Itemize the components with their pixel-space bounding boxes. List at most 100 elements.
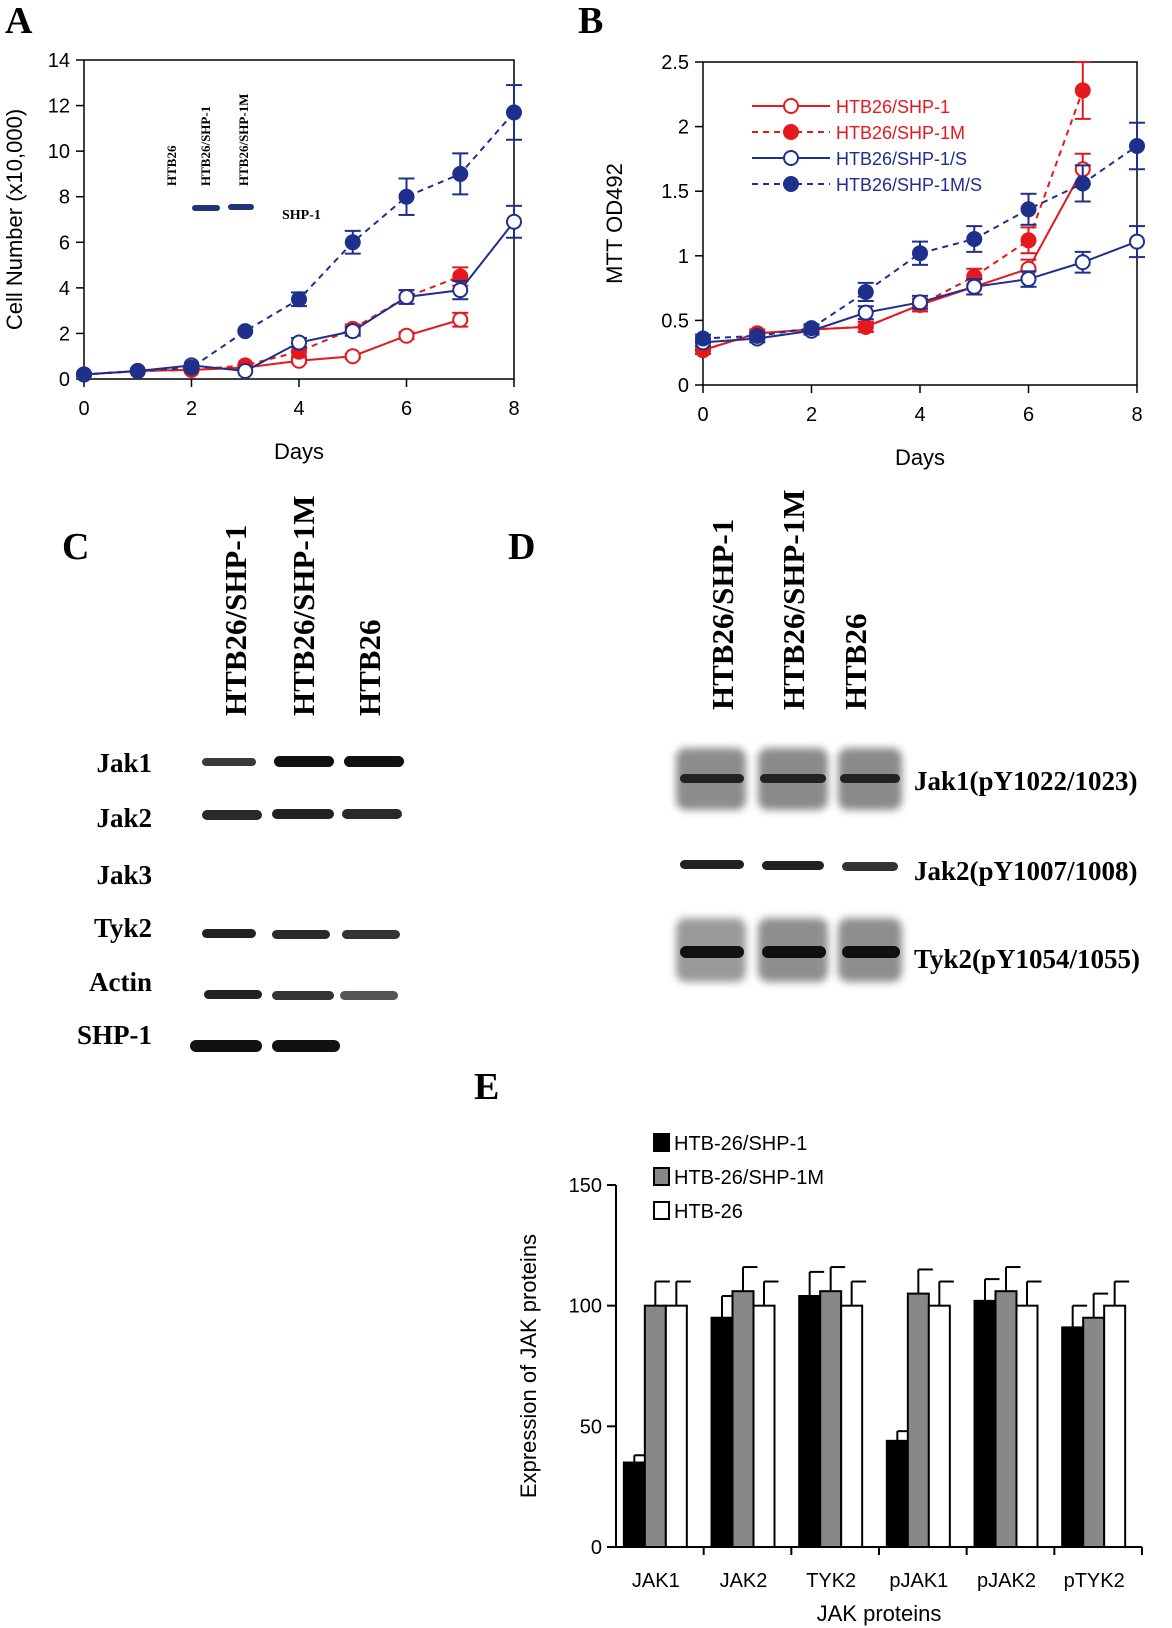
x-axis-title: Days: [895, 445, 945, 470]
bar: [1103, 1304, 1127, 1548]
legend-marker: [783, 150, 799, 166]
blot-d-lane-label: HTB26/SHP-1: [705, 518, 740, 710]
blot-c-row-label: Jak1: [96, 748, 152, 778]
blot-band: [202, 810, 262, 820]
data-point: [695, 330, 711, 347]
bar: [840, 1304, 864, 1548]
data-point: [291, 291, 307, 308]
y-tick-label: 150: [569, 1175, 602, 1197]
bar: [643, 1304, 667, 1548]
panel-letter-c: C: [62, 526, 90, 568]
data-point: [857, 318, 874, 335]
x-tick-label: 8: [508, 398, 519, 420]
inset-band: [228, 204, 254, 210]
series-line: [702, 168, 1084, 352]
data-point: [183, 359, 200, 376]
x-tick-label: 4: [914, 404, 925, 426]
series-line: [702, 145, 1138, 340]
blot-band: [680, 946, 744, 958]
inset-lane-label: HTB26/SHP-1: [198, 106, 213, 186]
legend-label: HTB26/SHP-1M: [836, 123, 965, 143]
blot-band: [340, 991, 398, 1000]
x-tick-label: JAK2: [720, 1570, 768, 1592]
data-point: [237, 323, 254, 340]
blot-band: [842, 946, 900, 958]
y-axis-title: MTT OD492: [602, 163, 627, 284]
data-point: [1020, 271, 1037, 288]
blot-band: [762, 861, 824, 870]
x-tick-label: 0: [78, 398, 89, 420]
x-tick-label: pJAK2: [977, 1570, 1036, 1592]
blot-band: [342, 930, 400, 939]
blot-band: [842, 862, 898, 871]
bar: [927, 1304, 951, 1548]
bar: [1015, 1304, 1039, 1548]
data-point: [1074, 82, 1091, 99]
blot-c-lane-label: HTB26/SHP-1M: [286, 495, 321, 716]
data-point: [506, 104, 522, 121]
y-tick-label: 0.5: [661, 310, 689, 332]
blot-band: [204, 990, 262, 999]
x-tick-label: pJAK1: [889, 1570, 948, 1592]
blot-band: [190, 1040, 262, 1052]
bar: [1061, 1326, 1085, 1549]
bar: [885, 1439, 909, 1549]
data-point: [749, 327, 766, 344]
data-point: [966, 231, 983, 248]
blot-d-lane-label: HTB26: [838, 613, 873, 710]
bar: [731, 1290, 755, 1548]
data-point: [1020, 232, 1037, 249]
blot-band: [272, 930, 330, 939]
blot-d-row-label: Tyk2(pY1054/1055): [914, 944, 1141, 974]
data-point: [857, 304, 874, 321]
panel-letter-d: D: [508, 526, 536, 568]
data-point: [912, 245, 928, 262]
data-point: [344, 234, 361, 251]
blot-band: [202, 929, 256, 938]
inset-band: [192, 205, 220, 211]
blot-d-lane-label: HTB26/SHP-1M: [776, 489, 811, 710]
series-line: [83, 275, 461, 376]
y-tick-label: 0: [591, 1537, 602, 1559]
data-point: [1129, 233, 1145, 250]
bar: [819, 1290, 843, 1548]
y-tick-label: 0: [59, 369, 70, 391]
data-point: [398, 188, 415, 205]
x-tick-label: pTYK2: [1064, 1570, 1125, 1592]
blot-band: [272, 991, 334, 1000]
blot-c-row-label: Actin: [89, 967, 152, 997]
data-point: [966, 278, 983, 295]
legend-marker: [783, 176, 799, 192]
panel-letter-b: B: [578, 0, 604, 42]
x-tick-label: 6: [1023, 404, 1034, 426]
bar: [798, 1295, 822, 1548]
y-tick-label: 1: [678, 246, 689, 268]
blot-c-row-label: SHP-1: [76, 1020, 152, 1050]
legend-label: HTB26/SHP-1M/S: [836, 175, 982, 195]
x-tick-label: 2: [186, 398, 197, 420]
data-point: [1129, 137, 1145, 154]
chart-E: 0 50 100 150 Expression of JAK proteins JAK p…: [516, 1133, 1143, 1626]
data-point: [452, 165, 469, 182]
blot-c-row-label: Tyk2: [93, 913, 152, 943]
x-tick-label: 4: [293, 398, 304, 420]
data-point: [912, 294, 928, 311]
data-point: [398, 288, 415, 305]
data-point: [1020, 201, 1037, 218]
blot-band: [344, 756, 404, 767]
legend-label: HTB-26/SHP-1M: [674, 1167, 824, 1189]
y-tick-label: 2: [678, 117, 689, 139]
inset-lane-label: HTB26: [164, 145, 179, 186]
blot-band: [840, 774, 900, 783]
data-point: [452, 311, 469, 328]
y-tick-label: 12: [48, 96, 70, 118]
y-tick-label: 50: [580, 1416, 602, 1438]
data-point: [857, 283, 874, 300]
panel-letter-e: E: [474, 1066, 500, 1108]
bar: [752, 1304, 776, 1548]
data-point: [506, 213, 522, 230]
blot-band: [202, 758, 256, 766]
data-point: [76, 366, 92, 383]
y-tick-label: 6: [59, 232, 70, 254]
